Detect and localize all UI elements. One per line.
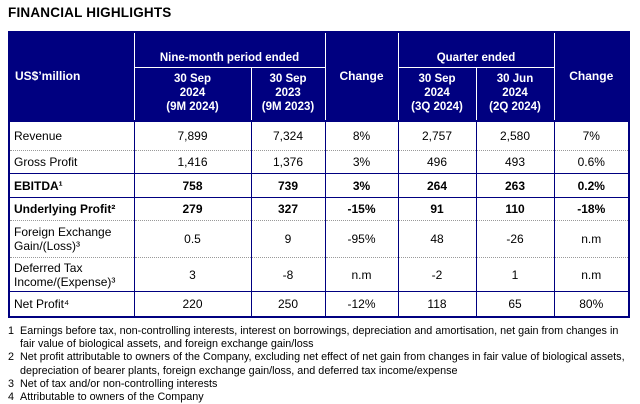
value-cell: 758	[133, 173, 251, 198]
table-header: US$’million Nine-month period ended Chan…	[8, 31, 630, 122]
change-header-2: Change	[553, 31, 630, 122]
footnote-text: Net of tax and/or non-controlling intere…	[20, 377, 218, 390]
value-cell: 65	[475, 291, 555, 317]
value-cell: -12%	[324, 291, 398, 317]
value-cell: -2	[397, 257, 476, 292]
value-cell: 3	[133, 257, 251, 292]
value-cell: 7,899	[133, 121, 251, 151]
value-cell: 7%	[553, 121, 630, 151]
table-row-ebitda: EBITDA¹ 758 739 3% 264 263 0.2%	[9, 173, 630, 198]
row-label: Underlying Profit²	[9, 197, 134, 221]
table-row-deferred-tax: Deferred Tax Income/(Expense)³ 3 -8 n.m …	[9, 257, 630, 292]
value-cell: 91	[397, 197, 476, 221]
row-label: Revenue	[14, 129, 63, 143]
value-cell: 7,324	[250, 121, 325, 151]
value-cell: 1	[475, 257, 555, 292]
value-cell: n.m	[553, 220, 630, 258]
footnote: 3 Net of tax and/or non-controlling inte…	[8, 378, 634, 391]
footnotes: 1 Earnings before tax, non-controlling i…	[8, 325, 634, 404]
row-label: Net Profit⁴	[9, 291, 134, 317]
footnote: 4 Attributable to owners of the Company	[8, 391, 634, 404]
value-cell: 263	[475, 173, 555, 198]
value-cell: 1,416	[133, 150, 251, 174]
value-cell: 0.2%	[553, 173, 630, 198]
column-header-3q-2024: 30 Sep 2024 (3Q 2024)	[397, 67, 477, 122]
value-cell: 496	[397, 150, 476, 174]
value-cell: -95%	[324, 220, 398, 258]
footnote-number: 3	[8, 377, 15, 390]
footnote-text: Net profit attributable to owners of the…	[20, 351, 625, 377]
page-title: FINANCIAL HIGHLIGHTS	[8, 5, 172, 20]
unit-header: US$’million	[8, 31, 135, 122]
value-cell: n.m	[553, 257, 630, 292]
group-header-nine-month: Nine-month period ended	[133, 31, 326, 68]
table-body: Revenue 7,899 7,324 8% 2,757 2,580 7% Gr…	[9, 121, 630, 317]
value-cell: 3%	[324, 150, 398, 174]
footnote-number: 4	[8, 390, 15, 403]
row-label: Gross Profit	[9, 150, 134, 174]
column-header-2q-2024: 30 Jun 2024 (2Q 2024)	[475, 67, 555, 122]
value-cell: 0.6%	[553, 150, 630, 174]
table-row-net-profit: Net Profit⁴ 220 250 -12% 118 65 80%	[9, 291, 630, 317]
value-cell: 8%	[324, 121, 398, 151]
value-cell: 327	[250, 197, 325, 221]
value-cell: -18%	[553, 197, 630, 221]
value-cell: n.m	[324, 257, 398, 292]
column-header-9m-2023: 30 Sep 2023 (9M 2023)	[250, 67, 326, 122]
change-header-1: Change	[324, 31, 399, 122]
footnote-number: 2	[8, 351, 15, 364]
value-cell: 110	[475, 197, 555, 221]
table-row-gross-profit: Gross Profit 1,416 1,376 3% 496 493 0.6%	[9, 150, 630, 174]
value-cell: 2,757	[397, 121, 476, 151]
value-cell: 80%	[553, 291, 630, 317]
value-cell: 48	[397, 220, 476, 258]
value-cell: 2,580	[475, 121, 555, 151]
value-cell: 118	[397, 291, 476, 317]
value-cell: 220	[133, 291, 251, 317]
footnote: 2 Net profit attributable to owners of t…	[8, 351, 634, 377]
value-cell: 1,376	[250, 150, 325, 174]
value-cell: 739	[250, 173, 325, 198]
value-cell: -15%	[324, 197, 398, 221]
row-label: Deferred Tax Income/(Expense)³	[9, 257, 134, 292]
table-row-revenue: Revenue 7,899 7,324 8% 2,757 2,580 7%	[9, 121, 630, 151]
value-cell: 250	[250, 291, 325, 317]
value-cell: -8	[250, 257, 325, 292]
value-cell: 3%	[324, 173, 398, 198]
group-header-quarter: Quarter ended	[397, 31, 555, 68]
value-cell: 493	[475, 150, 555, 174]
table-row-underlying-profit: Underlying Profit² 279 327 -15% 91 110 -…	[9, 197, 630, 221]
footnote-text: Earnings before tax, non-controlling int…	[20, 325, 619, 351]
row-label: EBITDA¹	[9, 173, 134, 198]
value-cell: 9	[250, 220, 325, 258]
value-cell: 264	[397, 173, 476, 198]
value-cell: 0.5	[133, 220, 251, 258]
footnote-number: 1	[8, 325, 15, 337]
value-cell: -26	[475, 220, 555, 258]
column-header-9m-2024: 30 Sep 2024 (9M 2024)	[133, 67, 252, 122]
footnote-text: Attributable to owners of the Company	[20, 390, 204, 403]
table-row-foreign-exchange: Foreign Exchange Gain/(Loss)³ 0.5 9 -95%…	[9, 220, 630, 258]
row-label: Foreign Exchange Gain/(Loss)³	[9, 220, 134, 258]
financial-highlights-table: US$’million Nine-month period ended Chan…	[8, 31, 631, 318]
value-cell: 279	[133, 197, 251, 221]
footnote: 1 Earnings before tax, non-controlling i…	[8, 325, 634, 351]
